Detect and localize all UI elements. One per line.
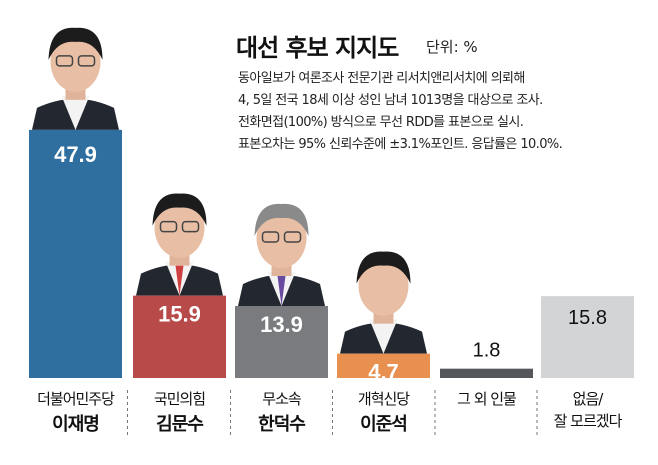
hair bbox=[356, 251, 411, 284]
category-label: 그 외 인물 bbox=[437, 388, 537, 410]
candidate-name: 한덕수 bbox=[258, 414, 306, 435]
note-line: 동아일보가 여론조사 전문기관 리서치앤리서치에 의뢰해 bbox=[238, 71, 525, 86]
glasses bbox=[261, 231, 280, 243]
bar bbox=[337, 353, 430, 378]
face bbox=[358, 255, 409, 316]
value-label: 4.7 bbox=[368, 360, 399, 385]
value-label: 47.9 bbox=[54, 142, 97, 167]
face bbox=[256, 207, 307, 268]
value-label: 15.8 bbox=[568, 307, 607, 329]
glasses bbox=[55, 55, 74, 67]
candidate-name: 이재명 bbox=[52, 414, 100, 435]
party-label: 국민의힘 bbox=[153, 390, 206, 408]
candidate-name: 잘 모르겠다 bbox=[553, 412, 623, 430]
party-label: 개혁신당 bbox=[357, 390, 410, 408]
value-label: 15.9 bbox=[158, 302, 201, 327]
tie bbox=[71, 99, 80, 130]
value-label: 13.9 bbox=[260, 312, 303, 337]
value-label: 1.8 bbox=[473, 340, 501, 362]
note-line: 전화면접(100%) 방식으로 무선 RDD를 표본으로 실시. bbox=[238, 115, 524, 130]
party-label: 없음/ bbox=[572, 390, 604, 408]
face bbox=[50, 31, 101, 92]
glasses bbox=[283, 231, 302, 243]
candidate-name: 김문수 bbox=[156, 414, 204, 435]
note-line: 4, 5일 전국 18세 이상 성인 남녀 1013명을 대상으로 조사. bbox=[238, 93, 543, 108]
survey-note: 동아일보가 여론조사 전문기관 리서치앤리서치에 의뢰해 4, 5일 전국 18… bbox=[238, 68, 563, 156]
hair bbox=[152, 193, 207, 226]
tie bbox=[277, 275, 286, 306]
hair bbox=[48, 27, 103, 60]
tie bbox=[175, 265, 184, 296]
party-label: 더불어민주당 bbox=[37, 390, 115, 408]
bar bbox=[29, 129, 122, 378]
face bbox=[154, 197, 205, 258]
glasses bbox=[181, 220, 200, 233]
hair bbox=[254, 203, 309, 236]
bar bbox=[541, 296, 634, 378]
tie bbox=[379, 323, 388, 354]
unit-label: 단위: % bbox=[426, 38, 478, 56]
bar bbox=[235, 305, 328, 378]
glasses bbox=[159, 220, 178, 233]
bar bbox=[440, 368, 533, 378]
note-line: 표본오차는 95% 신뢰수준에 ±3.1%포인트. 응답률은 10.0%. bbox=[238, 137, 563, 152]
party-label: 무소속 bbox=[262, 390, 301, 408]
party-label: 그 외 인물 bbox=[457, 390, 517, 408]
chart-title: 대선 후보 지지도 bbox=[236, 34, 399, 62]
category-label: 없음/잘 모르겠다 bbox=[538, 388, 638, 431]
candidate-name: 이준석 bbox=[360, 414, 408, 435]
bar bbox=[133, 295, 226, 378]
glasses bbox=[77, 55, 96, 67]
